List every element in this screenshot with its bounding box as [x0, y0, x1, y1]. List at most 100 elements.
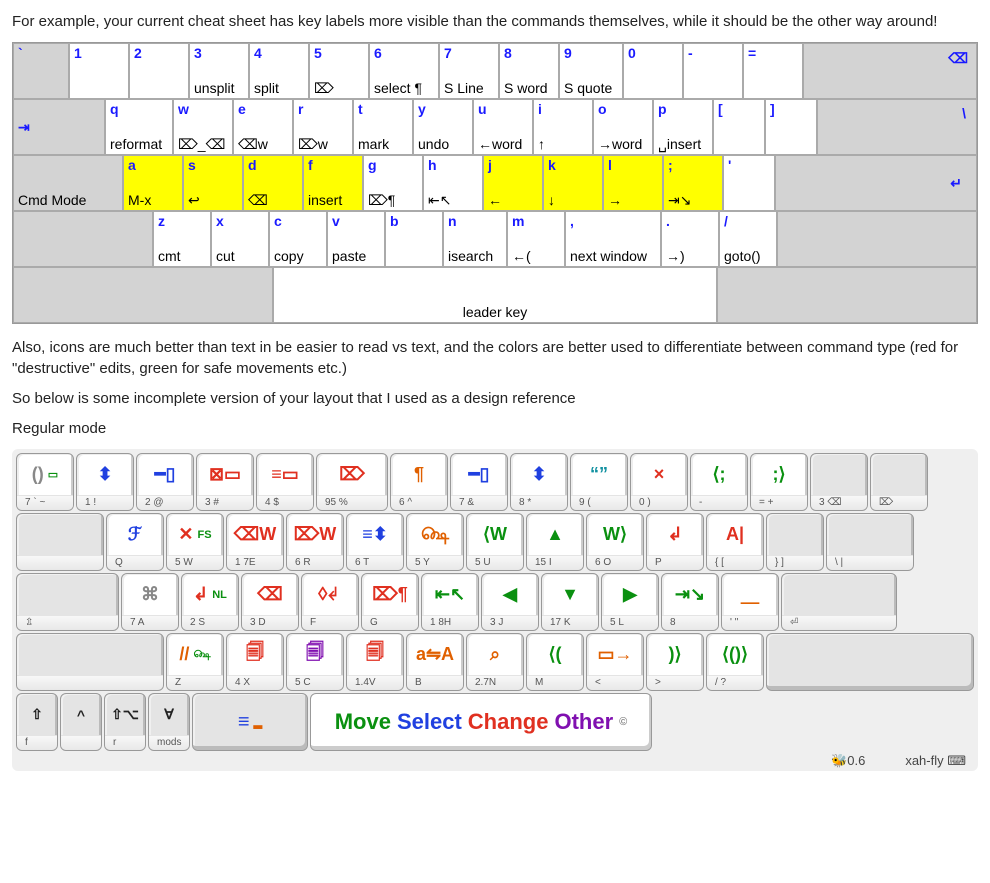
- version-label: 🐝0.6: [831, 753, 865, 769]
- kb1-row-space: leader key: [13, 267, 977, 323]
- kb1-backslash: \: [817, 99, 977, 155]
- kb1-d: d⌫: [243, 155, 303, 211]
- kb2-key: ⟨;-: [690, 453, 748, 511]
- kb1-l: l→: [603, 155, 663, 211]
- kb2-row-5: ⇧f^⇧⌥r∀mods ≡▂ Move Select Change Other©: [16, 693, 974, 751]
- kb1-quote: ': [723, 155, 775, 211]
- kb1-g: g⌦¶: [363, 155, 423, 211]
- kb2-key: ௸5 Y: [406, 513, 464, 571]
- kb1-semicolon: ;⇥↘: [663, 155, 723, 211]
- kb2-legend: Move Select Change Other©: [310, 693, 652, 751]
- kb1-w: w⌦_⌫: [173, 99, 233, 155]
- kb1-period: .→): [661, 211, 719, 267]
- kb2-key: ;⟩= +: [750, 453, 808, 511]
- kb1-x: xcut: [211, 211, 269, 267]
- kb2-key: ↲P: [646, 513, 704, 571]
- kb2-key: 🗐4 X: [226, 633, 284, 691]
- kb2-key: () ▭7 ` ~: [16, 453, 74, 511]
- kb1-minus: -: [683, 43, 743, 99]
- kb2-key: A|{ [: [706, 513, 764, 571]
- kb1-1: 1: [69, 43, 129, 99]
- kb1-capslock: Cmd Mode: [13, 155, 123, 211]
- kb2-key: ⟨(M: [526, 633, 584, 691]
- kb2-row-3: ⇫⌘7 A↲ NL2 S⌫3 Dꕺ↲F⌦¶G⇤↖1 8H◀3 J▼17 K▶5 …: [16, 573, 974, 631]
- kb2-key: ⬍8 *: [510, 453, 568, 511]
- kb2-row-2: ℱQ✕ FS5 W⌫W1 7E⌦W6 R≡⬍6 T௸5 Y⟨W5 U▲15 IW…: [16, 513, 974, 571]
- kb1-9: 9S quote: [559, 43, 623, 99]
- kb2-key: ▼17 K: [541, 573, 599, 631]
- brand-label: xah-fly ⌨: [905, 753, 966, 769]
- kb1-o: o→word: [593, 99, 653, 155]
- kb1-5: 5⌦: [309, 43, 369, 99]
- kb2-key: ⇥↘8: [661, 573, 719, 631]
- kb2-key: // ௸Z: [166, 633, 224, 691]
- kb1-row-zxcv: zcmt xcut ccopy vpaste b nisearch m←( ,n…: [13, 211, 977, 267]
- kb2-key: 🗐1.4V: [346, 633, 404, 691]
- kb1-space: leader key: [273, 267, 717, 323]
- kb1-v: vpaste: [327, 211, 385, 267]
- kb2-key: [16, 633, 164, 691]
- kb1-c: ccopy: [269, 211, 327, 267]
- kb2-key: ⇤↖1 8H: [421, 573, 479, 631]
- kb1-j: j←: [483, 155, 543, 211]
- kb1-m: m←(: [507, 211, 565, 267]
- kb2-key: ⌦95 %: [316, 453, 388, 511]
- kb2-key: ▭→<: [586, 633, 644, 691]
- kb1-r: r⌦w: [293, 99, 353, 155]
- kb2-key: ℱQ: [106, 513, 164, 571]
- kb1-7: 7S Line: [439, 43, 499, 99]
- kb2-key: ⬍1 !: [76, 453, 134, 511]
- kb1-u: u←word: [473, 99, 533, 155]
- kb1-lmods: [13, 267, 273, 323]
- kb1-s: s↩: [183, 155, 243, 211]
- cheatsheet-keyboard-1: ` 1 2 3unsplit 4split 5⌦ 6select ¶ 7S Li…: [12, 42, 978, 324]
- kb1-i: i↑: [533, 99, 593, 155]
- kb2-key: ⌫W1 7E: [226, 513, 284, 571]
- kb1-lbracket: [: [713, 99, 765, 155]
- kb1-comma: ,next window: [565, 211, 661, 267]
- kb1-t: tmark: [353, 99, 413, 155]
- kb1-k: k↓: [543, 155, 603, 211]
- kb1-rshift: [777, 211, 977, 267]
- kb2-key: ×0 ): [630, 453, 688, 511]
- kb2-key: ━▯7 &: [450, 453, 508, 511]
- kb1-e: e⌫w: [233, 99, 293, 155]
- kb1-backtick: `: [13, 43, 69, 99]
- kb2-key: ⌫3 D: [241, 573, 299, 631]
- kb2-key: ^: [60, 693, 102, 751]
- kb2-key: ¶6 ^: [390, 453, 448, 511]
- kb1-z: zcmt: [153, 211, 211, 267]
- kb1-row-qwerty: ⇥ qreformat w⌦_⌫ e⌫w r⌦w tmark yundo u←w…: [13, 99, 977, 155]
- kb2-key: “”9 (: [570, 453, 628, 511]
- kb1-8: 8S word: [499, 43, 559, 99]
- kb1-rbracket: ]: [765, 99, 817, 155]
- kb2-key: ≡▭4 $: [256, 453, 314, 511]
- kb2-key: ꕺ↲F: [301, 573, 359, 631]
- kb2-key: a⇋AB: [406, 633, 464, 691]
- kb1-3: 3unsplit: [189, 43, 249, 99]
- kb2-key: ✕ FS5 W: [166, 513, 224, 571]
- kb1-h: h⇤↖: [423, 155, 483, 211]
- kb2-key: [16, 513, 104, 571]
- kb1-2: 2: [129, 43, 189, 99]
- kb2-footer: 🐝0.6 xah-fly ⌨: [16, 751, 974, 769]
- kb2-key: ⟨W5 U: [466, 513, 524, 571]
- kb2-row-1: () ▭7 ` ~⬍1 !━▯2 @⊠▭3 #≡▭4 $⌦95 %¶6 ^━▯7…: [16, 453, 974, 511]
- kb1-y: yundo: [413, 99, 473, 155]
- kb2-key: ⌘7 A: [121, 573, 179, 631]
- kb2-key: ▶5 L: [601, 573, 659, 631]
- kb1-equals: =: [743, 43, 803, 99]
- kb2-key: ∀mods: [148, 693, 190, 751]
- kb1-q: qreformat: [105, 99, 173, 155]
- kb2-key: ⌦: [870, 453, 928, 511]
- kb1-row-number: ` 1 2 3unsplit 4split 5⌦ 6select ¶ 7S Li…: [13, 43, 977, 99]
- kb2-key: ⌦W6 R: [286, 513, 344, 571]
- intro-para-1: For example, your current cheat sheet ha…: [12, 12, 978, 32]
- kb1-4: 4split: [249, 43, 309, 99]
- kb2-key: ⇧f: [16, 693, 58, 751]
- kb1-enter: ↵: [775, 155, 977, 211]
- kb1-n: nisearch: [443, 211, 507, 267]
- kb2-key: ◀3 J: [481, 573, 539, 631]
- kb1-b: b: [385, 211, 443, 267]
- kb2-rshift: [766, 633, 974, 691]
